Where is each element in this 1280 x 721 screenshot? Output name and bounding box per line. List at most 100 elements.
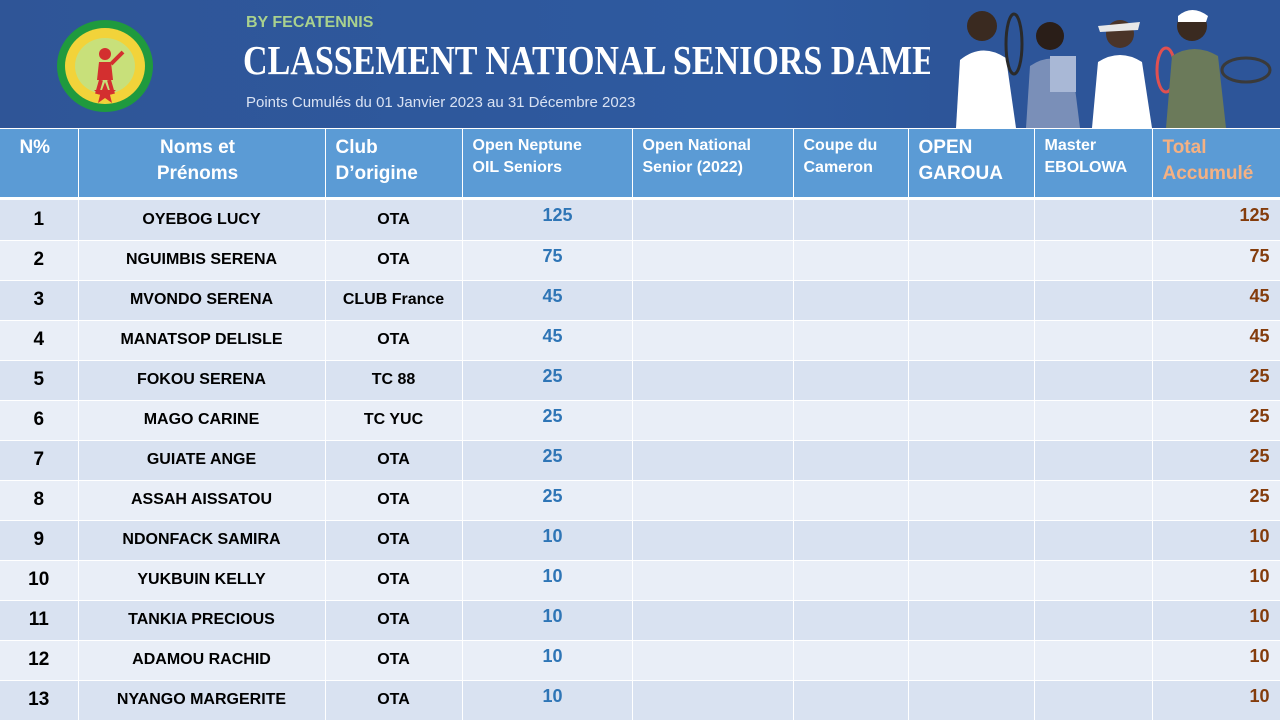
player-name-cell: MAGO CARINE [78, 400, 326, 441]
column-header-open-neptune-line2: OIL Seniors [472, 158, 563, 176]
master-ebolowa-points-cell [1034, 280, 1153, 321]
club-cell: OTA [325, 240, 463, 281]
open-national-points-cell [632, 400, 794, 441]
column-header-coupe-cameron-line2: Cameron [803, 158, 873, 176]
open-neptune-points-cell: 10 [462, 520, 633, 561]
rank-cell: 7 [0, 440, 79, 481]
club-cell: OTA [325, 600, 463, 641]
total-points-cell: 125 [1152, 200, 1280, 241]
open-national-points-cell [632, 520, 794, 561]
player-name-cell: ADAMOU RACHID [78, 640, 326, 681]
open-garoua-points-cell [908, 640, 1035, 681]
master-ebolowa-points-cell [1034, 320, 1153, 361]
open-national-points-cell [632, 200, 794, 241]
column-header-name-line1: Noms et [160, 137, 235, 158]
column-header-master-ebolowa-line2: EBOLOWA [1044, 158, 1128, 176]
rank-cell: 2 [0, 240, 79, 281]
column-header-master-ebolowa-line1: Master [1044, 137, 1097, 154]
rank-cell: 1 [0, 200, 79, 241]
by-line: BY FECATENNIS [246, 14, 374, 31]
open-neptune-points-cell: 25 [462, 400, 633, 441]
total-points-cell: 45 [1152, 320, 1280, 361]
table-row: 10 YUKBUIN KELLY OTA 10 10 [0, 560, 1280, 601]
column-header-total: Total Accumulé [1152, 129, 1280, 197]
player-name-cell: NYANGO MARGERITE [78, 680, 326, 721]
total-points-cell: 10 [1152, 640, 1280, 681]
rank-cell: 11 [0, 600, 79, 641]
table-row: 6 MAGO CARINE TC YUC 25 25 [0, 400, 1280, 441]
table-row: 3 MVONDO SERENA CLUB France 45 45 [0, 280, 1280, 321]
club-cell: OTA [325, 560, 463, 601]
open-garoua-points-cell [908, 680, 1035, 721]
club-cell: OTA [325, 480, 463, 521]
open-neptune-points-cell: 10 [462, 640, 633, 681]
table-row: 4 MANATSOP DELISLE OTA 45 45 [0, 320, 1280, 361]
open-garoua-points-cell [908, 600, 1035, 641]
master-ebolowa-points-cell [1034, 240, 1153, 281]
open-national-points-cell [632, 320, 794, 361]
total-points-cell: 10 [1152, 680, 1280, 721]
player-name-cell: YUKBUIN KELLY [78, 560, 326, 601]
rank-cell: 12 [0, 640, 79, 681]
table-row: 13 NYANGO MARGERITE OTA 10 10 [0, 680, 1280, 721]
player-name-cell: NGUIMBIS SERENA [78, 240, 326, 281]
club-cell: OTA [325, 640, 463, 681]
table-header-row: N% Noms et Prénoms Club D’origine Open Nep… [0, 129, 1280, 197]
total-points-cell: 25 [1152, 480, 1280, 521]
federation-logo-icon [57, 20, 153, 112]
page-subtitle: Points Cumulés du 01 Janvier 2023 au 31 … [246, 94, 636, 111]
coupe-cameron-points-cell [793, 200, 909, 241]
coupe-cameron-points-cell [793, 360, 909, 401]
open-national-points-cell [632, 440, 794, 481]
total-points-cell: 10 [1152, 520, 1280, 561]
master-ebolowa-points-cell [1034, 560, 1153, 601]
table-row: 5 FOKOU SERENA TC 88 25 25 [0, 360, 1280, 401]
player-name-cell: MANATSOP DELISLE [78, 320, 326, 361]
open-neptune-points-cell: 10 [462, 680, 633, 721]
header-banner: BY FECATENNIS CLASSEMENT NATIONAL SENIOR… [0, 0, 1280, 128]
open-garoua-points-cell [908, 520, 1035, 561]
master-ebolowa-points-cell [1034, 400, 1153, 441]
column-header-open-national: Open National Senior (2022) [632, 129, 794, 197]
master-ebolowa-points-cell [1034, 200, 1153, 241]
coupe-cameron-points-cell [793, 520, 909, 561]
table-row: 2 NGUIMBIS SERENA OTA 75 75 [0, 240, 1280, 281]
column-header-rank-label: N% [19, 137, 51, 158]
player-name-cell: MVONDO SERENA [78, 280, 326, 321]
column-header-total-line1: Total [1162, 137, 1207, 158]
column-header-open-neptune: Open Neptune OIL Seniors [462, 129, 633, 197]
master-ebolowa-points-cell [1034, 480, 1153, 521]
ranking-table: N% Noms et Prénoms Club D’origine Open Nep… [0, 129, 1280, 721]
open-garoua-points-cell [908, 320, 1035, 361]
open-neptune-points-cell: 45 [462, 320, 633, 361]
player-name-cell: NDONFACK SAMIRA [78, 520, 326, 561]
club-cell: OTA [325, 440, 463, 481]
player-name-cell: GUIATE ANGE [78, 440, 326, 481]
table-row: 7 GUIATE ANGE OTA 25 25 [0, 440, 1280, 481]
coupe-cameron-points-cell [793, 400, 909, 441]
player-name-cell: FOKOU SERENA [78, 360, 326, 401]
master-ebolowa-points-cell [1034, 520, 1153, 561]
table-row: 9 NDONFACK SAMIRA OTA 10 10 [0, 520, 1280, 561]
open-national-points-cell [632, 680, 794, 721]
coupe-cameron-points-cell [793, 560, 909, 601]
rank-cell: 10 [0, 560, 79, 601]
coupe-cameron-points-cell [793, 600, 909, 641]
player-2-icon [1026, 22, 1080, 128]
column-header-open-garoua-line2: GAROUA [918, 162, 1003, 184]
open-garoua-points-cell [908, 240, 1035, 281]
open-national-points-cell [632, 360, 794, 401]
column-header-open-national-line1: Open National [642, 137, 751, 154]
coupe-cameron-points-cell [793, 480, 909, 521]
total-points-cell: 25 [1152, 400, 1280, 441]
open-garoua-points-cell [908, 560, 1035, 601]
rank-cell: 4 [0, 320, 79, 361]
total-points-cell: 75 [1152, 240, 1280, 281]
open-national-points-cell [632, 480, 794, 521]
column-header-name: Noms et Prénoms [78, 129, 326, 197]
open-neptune-points-cell: 10 [462, 600, 633, 641]
coupe-cameron-points-cell [793, 240, 909, 281]
player-name-cell: OYEBOG LUCY [78, 200, 326, 241]
coupe-cameron-points-cell [793, 640, 909, 681]
total-points-cell: 10 [1152, 560, 1280, 601]
